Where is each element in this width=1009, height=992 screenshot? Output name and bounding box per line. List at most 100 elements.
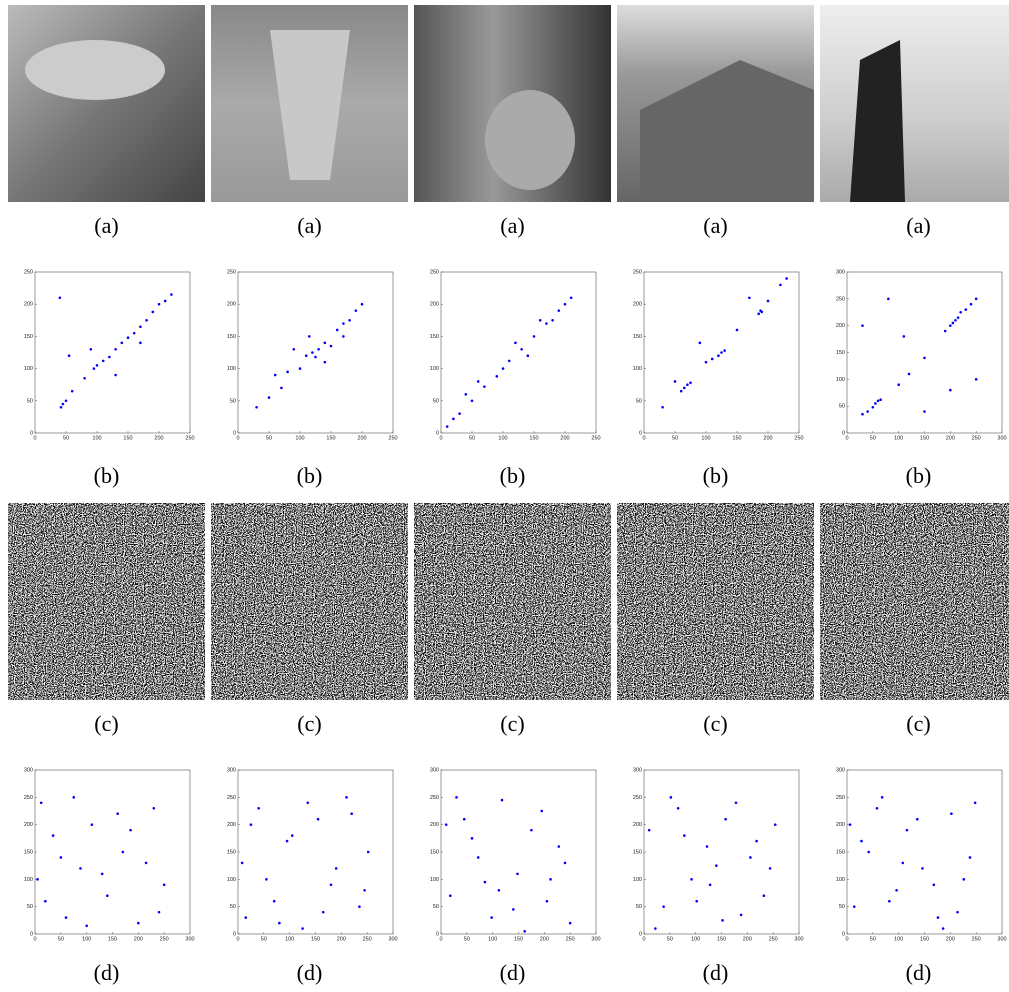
x-tick-label: 0 [236, 936, 239, 942]
x-tick-label: 100 [894, 435, 903, 441]
caption: (b) [703, 463, 729, 488]
point [452, 417, 455, 421]
x-tick-label: 150 [108, 936, 117, 942]
point [973, 801, 977, 805]
y-tick-label: 0 [842, 931, 845, 937]
point [698, 341, 702, 345]
point [962, 878, 966, 881]
point [114, 373, 117, 377]
point [501, 367, 505, 370]
point [860, 839, 863, 843]
point [89, 347, 93, 351]
y-tick-label: 300 [24, 767, 33, 773]
point [280, 386, 283, 390]
point [350, 812, 353, 816]
point [85, 924, 88, 928]
y-tick-label: 150 [836, 849, 845, 855]
point [569, 296, 573, 300]
x-tick-label: 250 [566, 936, 575, 942]
point [867, 850, 870, 854]
point [848, 823, 852, 826]
point [354, 309, 358, 312]
photo-detail [270, 30, 350, 180]
point [932, 883, 936, 887]
caption: (c) [500, 711, 524, 736]
point [120, 341, 124, 345]
point [545, 322, 548, 325]
point [464, 393, 468, 396]
x-tick-label: 200 [357, 435, 366, 441]
point [557, 309, 561, 312]
point [532, 335, 536, 338]
point [901, 861, 905, 865]
point [905, 828, 909, 832]
y-tick-label: 250 [24, 795, 33, 801]
x-tick-label: 50 [672, 435, 678, 441]
x-tick-label: 150 [732, 435, 741, 441]
point [866, 410, 869, 413]
y-tick-label: 100 [633, 877, 642, 883]
y-tick-label: 250 [633, 795, 642, 801]
y-tick-label: 150 [430, 849, 439, 855]
point [895, 888, 898, 892]
point [563, 861, 567, 865]
x-tick-label: 200 [743, 936, 752, 942]
point [121, 850, 125, 854]
y-tick-label: 200 [836, 323, 845, 329]
caption: (d) [297, 960, 323, 985]
x-tick-label: 300 [185, 936, 194, 942]
y-tick-label: 100 [430, 366, 439, 372]
y-tick-label: 0 [233, 430, 236, 436]
point [538, 319, 542, 322]
point [759, 309, 762, 312]
cipher-image [211, 503, 408, 700]
axes-box [34, 271, 191, 434]
point [114, 347, 117, 351]
y-tick-label: 150 [24, 334, 33, 340]
point [949, 324, 952, 327]
y-tick-label: 0 [30, 430, 33, 436]
point [540, 809, 544, 813]
point [445, 425, 449, 428]
caption: (b) [500, 463, 526, 488]
point [669, 796, 673, 799]
x-tick-label: 100 [894, 936, 903, 942]
point [874, 402, 877, 405]
point [516, 872, 519, 876]
y-tick-label: 0 [436, 931, 439, 937]
y-tick-label: 250 [430, 269, 439, 275]
cipher-image [414, 503, 611, 700]
point [290, 834, 294, 837]
point [861, 412, 864, 416]
y-tick-label: 200 [24, 302, 33, 308]
x-tick-label: 200 [763, 435, 772, 441]
point [476, 856, 480, 859]
point [273, 373, 277, 377]
point [257, 806, 260, 810]
axes-box [34, 769, 191, 935]
point [557, 845, 561, 848]
point [523, 929, 526, 933]
y-tick-label: 100 [430, 877, 439, 883]
point [768, 867, 772, 870]
point [152, 806, 156, 810]
point [710, 357, 714, 361]
point [563, 302, 567, 306]
point [773, 823, 777, 826]
point [861, 324, 864, 327]
x-tick-label: 50 [58, 936, 64, 942]
y-tick-label: 250 [633, 269, 642, 275]
point [39, 801, 43, 805]
y-tick-label: 50 [433, 398, 439, 404]
point [852, 905, 856, 908]
point [497, 888, 501, 892]
caption: (a) [906, 213, 930, 238]
point [887, 297, 890, 301]
caption: (a) [703, 213, 727, 238]
point [101, 359, 105, 363]
axes-box [643, 769, 800, 935]
x-tick-label: 300 [997, 936, 1006, 942]
point [59, 856, 63, 859]
x-tick-label: 0 [33, 435, 36, 441]
y-tick-label: 50 [636, 398, 642, 404]
